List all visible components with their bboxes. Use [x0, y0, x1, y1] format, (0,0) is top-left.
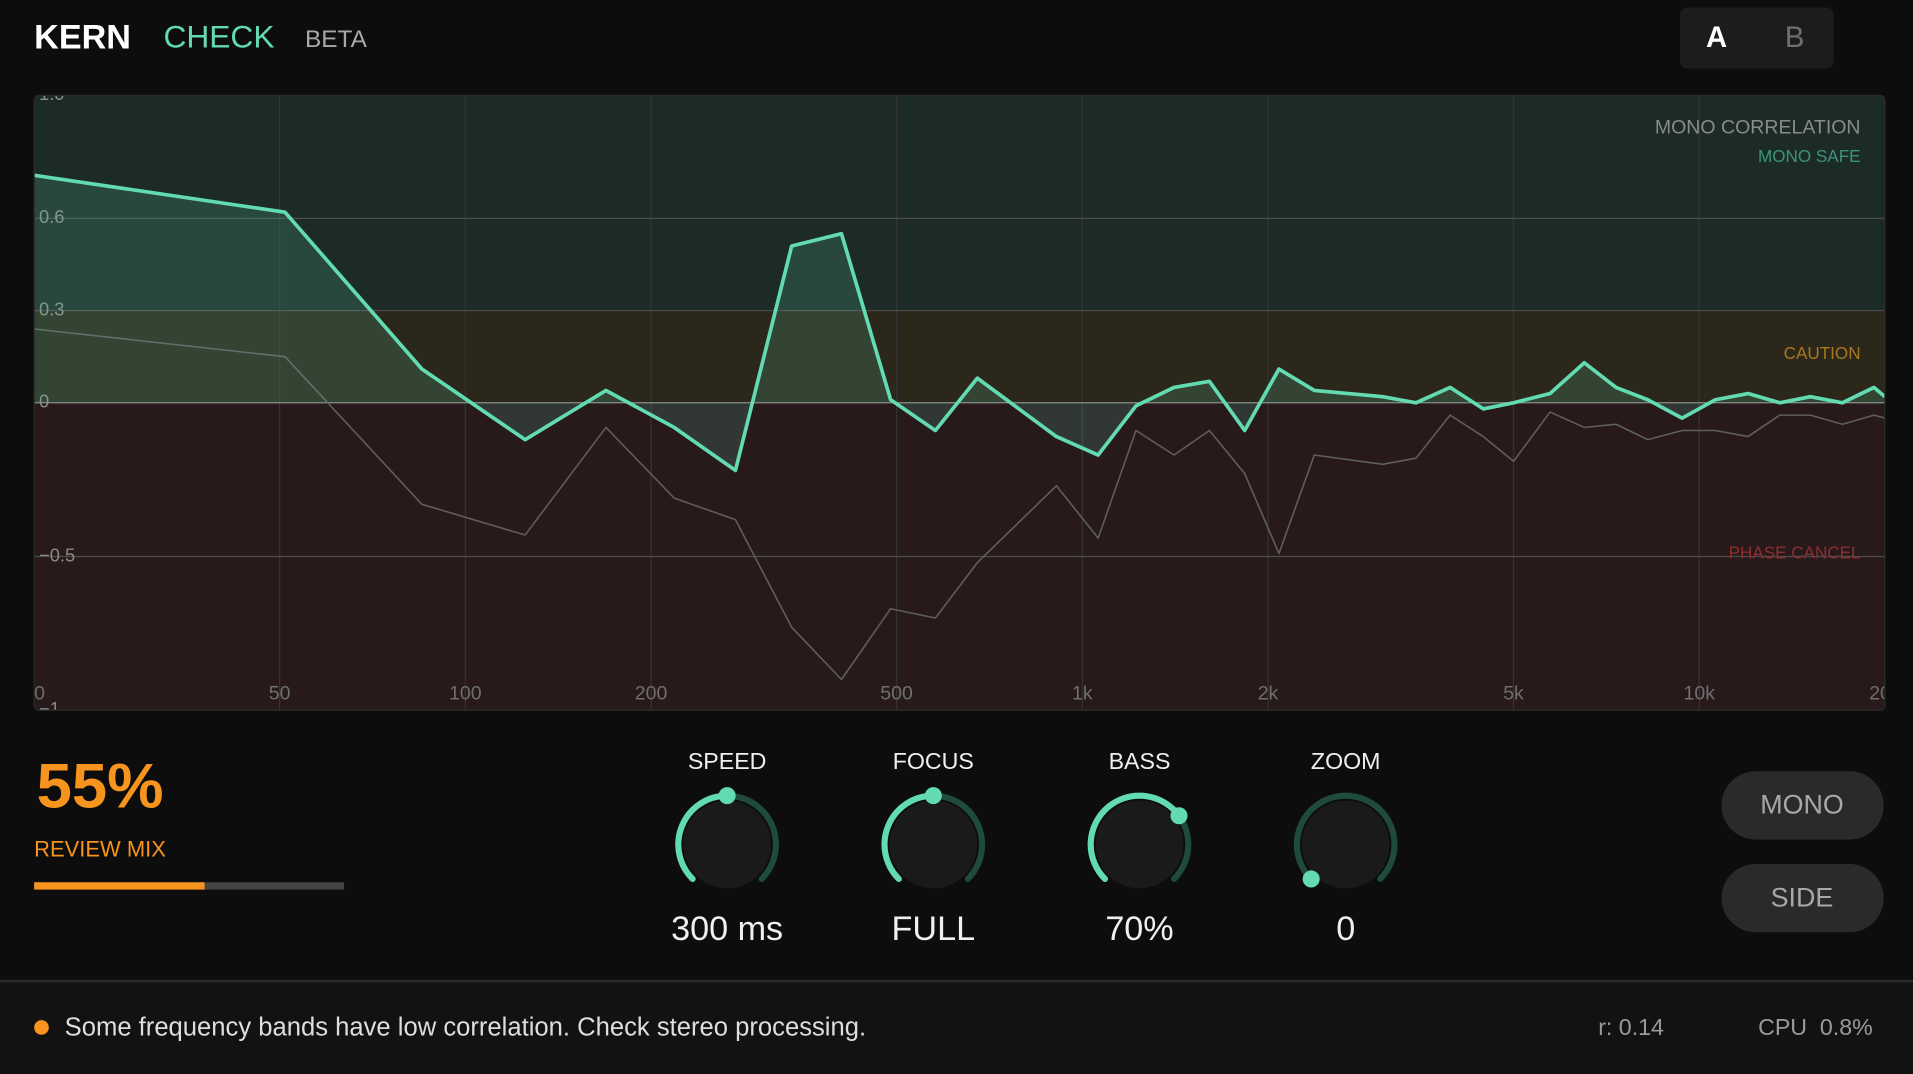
cpu-readout: CPU 0.8%	[1758, 1014, 1873, 1040]
x-tick-label: 10k	[1683, 683, 1715, 705]
product-name: CHECK	[163, 19, 274, 55]
x-tick-label: 20	[23, 683, 45, 705]
knob-track	[1293, 792, 1398, 883]
ab-button[interactable]: B	[1785, 21, 1805, 54]
mix-caption: REVIEW MIX	[34, 836, 166, 861]
status-message: Some frequency bands have low correlatio…	[65, 1013, 866, 1041]
x-tick-label: 1k	[1072, 683, 1093, 705]
knob-body	[1095, 800, 1184, 889]
plot: −1 −0.5 0 0.3 0.6 1.0 20 50 100 200 500 1k 2k 5k 10k 20…	[23, 83, 1901, 719]
plot-frame	[33, 94, 1886, 711]
series-line	[34, 328, 1885, 681]
knob-arc	[881, 792, 937, 883]
y-tick-label: 1.0	[39, 83, 64, 104]
x-tick-label: 20k	[1869, 683, 1901, 705]
knob-value: 300 ms	[671, 910, 783, 948]
correlation-readout: r: 0.14	[1598, 1014, 1664, 1040]
status-dot	[34, 1020, 49, 1035]
ab-button[interactable]: A	[1706, 21, 1727, 54]
zone-band	[34, 310, 1885, 403]
ab-switch	[1679, 7, 1834, 69]
knob-value: 70%	[1105, 910, 1173, 948]
button-shape	[1721, 863, 1884, 933]
zone-band	[34, 95, 1885, 311]
area-fill	[34, 175, 1885, 471]
beta-tag: BETA	[305, 26, 368, 53]
knob-indicator	[718, 787, 736, 805]
zone-label: CAUTION	[1784, 344, 1861, 363]
mix-fill	[34, 882, 205, 890]
knob-arc	[675, 792, 731, 883]
x-tick-label: 500	[880, 683, 913, 705]
knob-body	[889, 800, 978, 889]
knob-label: BASS	[1109, 748, 1171, 774]
knob-arc	[1087, 792, 1183, 883]
knob-value: FULL	[892, 910, 976, 948]
controls: 55% REVIEW MIX SPEED 300 ms FOCUS FULL BASS 70%…	[34, 748, 1884, 1041]
knob-indicator	[924, 787, 942, 805]
y-tick-label: −1	[39, 698, 60, 719]
zone-label: PHASE CANCEL	[1729, 544, 1861, 563]
status-bar	[0, 981, 1913, 1074]
knob-indicator	[1302, 870, 1320, 888]
y-tick-label: 0.6	[39, 206, 64, 227]
y-tick-label: −0.5	[39, 544, 75, 565]
knob-label: ZOOM	[1311, 748, 1381, 774]
y-tick-label: 0	[39, 391, 49, 412]
x-tick-label: 2k	[1258, 683, 1279, 705]
knob-body	[683, 800, 772, 889]
mix-value: 55%	[37, 752, 164, 822]
knob-label: FOCUS	[893, 748, 974, 774]
button-shape	[1721, 771, 1884, 840]
zone-label: MONO SAFE	[1758, 147, 1860, 166]
button-label: MONO	[1760, 790, 1843, 820]
button-label: SIDE	[1771, 882, 1834, 912]
knob-label: SPEED	[688, 748, 767, 774]
toggle-button[interactable]: MONO	[1721, 771, 1884, 840]
brand: KERN	[34, 18, 131, 56]
knob-indicator	[1170, 807, 1188, 825]
knob-body	[1301, 800, 1390, 889]
knob-value: 0	[1336, 910, 1355, 948]
toggle-button[interactable]: SIDE	[1721, 863, 1884, 933]
x-tick-label: 5k	[1503, 683, 1524, 705]
chart-title: MONO CORRELATION	[1655, 116, 1861, 138]
y-tick-label: 0.3	[39, 298, 64, 319]
series-line	[34, 173, 1885, 473]
x-tick-label: 50	[269, 683, 291, 705]
x-tick-label: 100	[449, 683, 482, 705]
x-tick-label: 200	[635, 683, 668, 705]
